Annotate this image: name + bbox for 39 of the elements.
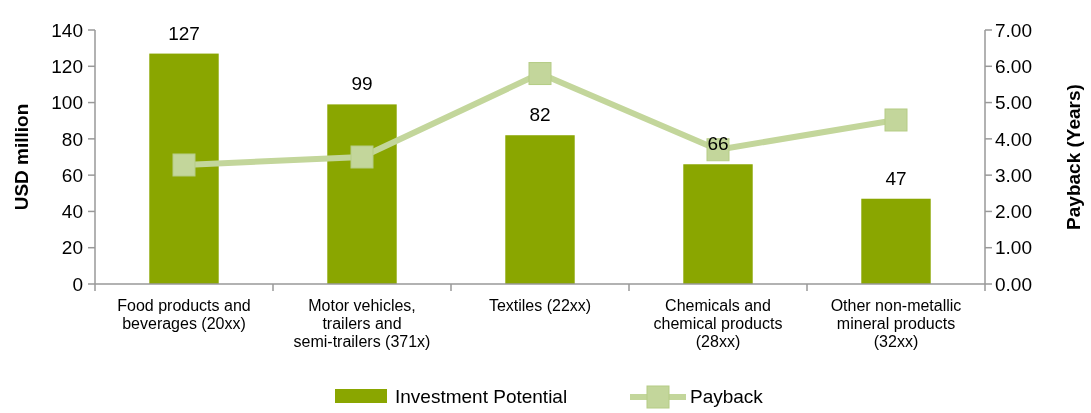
data-label: 47	[885, 167, 907, 189]
y-tick-label: 0	[72, 273, 83, 295]
bar	[683, 164, 753, 284]
x-tick-label: Other non-metallic mineral products (32xx)	[830, 297, 962, 350]
y2-tick-label: 0.00	[995, 273, 1032, 295]
point	[350, 145, 374, 169]
y2-tick-label: 7.00	[995, 19, 1032, 41]
y2-tick-label: 2.00	[995, 201, 1032, 223]
bar	[861, 198, 931, 284]
y-axis-title: USD million	[11, 103, 32, 211]
legend-label: Investment Potential	[395, 386, 568, 407]
y2-tick-label: 1.00	[995, 237, 1032, 259]
y-tick-label: 140	[51, 19, 83, 41]
y-tick-label: 100	[51, 92, 83, 114]
y2-axis-title: Payback (Years)	[1063, 84, 1084, 230]
y-tick-label: 60	[61, 164, 83, 186]
y2-tick-label: 5.00	[995, 92, 1032, 114]
data-label: 82	[529, 104, 551, 126]
legend-label: Payback	[690, 386, 764, 407]
x-tick-label: Chemicals and chemical products (28xx)	[653, 297, 783, 350]
x-tick-label: Textiles (22xx)	[488, 297, 592, 314]
y2-tick-label: 6.00	[995, 55, 1032, 77]
point	[884, 108, 908, 132]
y2-tick-label: 3.00	[995, 164, 1032, 186]
data-label: 127	[168, 22, 200, 44]
point	[172, 153, 196, 177]
y-tick-label: 20	[61, 237, 83, 259]
bar	[327, 104, 397, 284]
point	[528, 62, 552, 86]
y-tick-label: 40	[61, 201, 83, 223]
x-tick-label: Motor vehicles, trailers and semi-trailers (371x)	[293, 297, 431, 350]
data-label: 66	[707, 133, 729, 155]
y2-tick-label: 4.00	[995, 128, 1032, 150]
data-label: 99	[351, 73, 373, 95]
y-tick-label: 120	[51, 55, 83, 77]
bar	[505, 135, 575, 284]
bar	[149, 53, 219, 284]
x-tick-label: Food products and beverages (20xx)	[117, 297, 251, 332]
y-tick-label: 80	[61, 128, 83, 150]
